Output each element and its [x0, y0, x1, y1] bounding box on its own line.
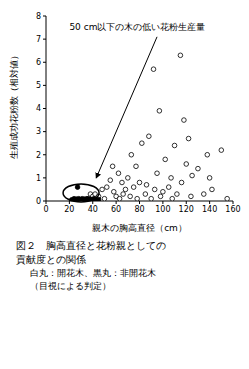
svg-text:0: 0: [36, 197, 41, 206]
svg-text:120: 120: [179, 205, 194, 214]
svg-text:60: 60: [111, 205, 121, 214]
svg-text:2: 2: [36, 151, 41, 160]
svg-text:3: 3: [36, 127, 41, 136]
html-text:50 cm以下の木の低い花粉生産量: 50 cm以下の木の低い花粉生産量: [69, 21, 206, 32]
svg-text:5: 5: [36, 81, 41, 90]
svg-text:80: 80: [134, 205, 144, 214]
svg-text:160: 160: [225, 205, 240, 214]
html-text:白丸：開花木、黒丸：非開花木: 白丸：開花木、黒丸：非開花木: [30, 268, 156, 278]
svg-text:6: 6: [36, 58, 41, 67]
svg-text:生殖成功花粉数（相対値）: 生殖成功花粉数（相対値）: [9, 51, 19, 159]
svg-text:1: 1: [36, 174, 41, 183]
svg-text:4: 4: [36, 104, 41, 113]
html-text:（目視による判定）: （目視による判定）: [30, 281, 111, 291]
html-text:図２ 胸高直径と花粉親としての貢献度との関係: 図２ 胸高直径と花粉親としての貢献度との関係: [16, 240, 166, 265]
svg-text:7: 7: [36, 35, 41, 44]
svg-text:8: 8: [36, 12, 41, 21]
svg-text:40: 40: [88, 205, 98, 214]
svg-text:20: 20: [64, 205, 74, 214]
svg-text:100: 100: [155, 205, 170, 214]
svg-text:親木の胸高直径（cm）: 親木の胸高直径（cm）: [92, 223, 187, 233]
svg-text:0: 0: [43, 205, 48, 214]
svg-text:140: 140: [202, 205, 217, 214]
